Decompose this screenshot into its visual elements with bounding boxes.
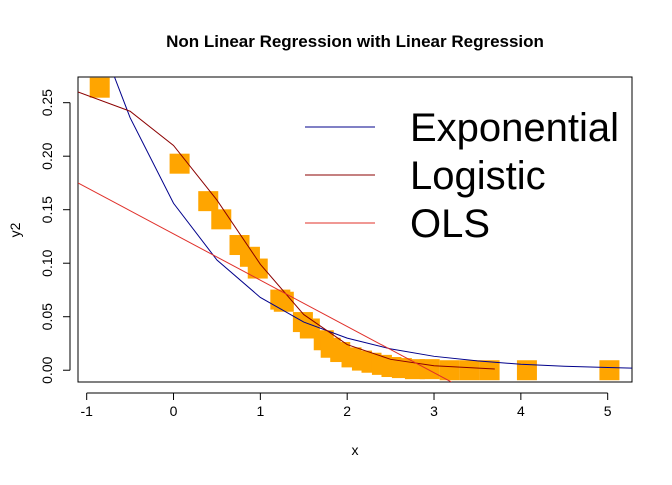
y-tick-label: 0.00 (39, 356, 55, 383)
x-tick-label: 2 (343, 403, 351, 419)
y-tick-label: 0.05 (39, 303, 55, 330)
point (439, 360, 460, 381)
x-tick-label: 0 (170, 403, 178, 419)
point (459, 360, 480, 381)
fit-line (114, 77, 632, 369)
x-tick-label: 1 (256, 403, 264, 419)
y-axis-label: y2 (7, 222, 23, 237)
y-tick-label: 0.25 (39, 89, 55, 116)
x-tick-label: -1 (80, 403, 93, 419)
point (599, 360, 620, 381)
plot-area (78, 77, 632, 382)
x-tick-label: 5 (604, 403, 612, 419)
point (479, 360, 500, 381)
y-tick-label: 0.10 (39, 249, 55, 276)
fit-line (78, 182, 452, 382)
y-tick-label: 0.20 (39, 142, 55, 169)
x-tick-label: 3 (430, 403, 438, 419)
point (247, 258, 268, 279)
legend-label: Logistic (410, 154, 546, 198)
point (89, 77, 110, 98)
fit-line (78, 91, 495, 370)
point (516, 360, 537, 381)
y-tick-label: 0.15 (39, 196, 55, 223)
point (419, 359, 440, 380)
point (169, 153, 190, 174)
x-axis-label: x (352, 442, 359, 458)
x-tick-label: 4 (517, 403, 525, 419)
point (273, 291, 294, 312)
chart-title: Non Linear Regression with Linear Regres… (166, 32, 544, 51)
plot-box (77, 76, 633, 383)
legend-label: Exponential (410, 106, 619, 150)
point (198, 191, 219, 212)
point (211, 209, 232, 230)
legend-label: OLS (410, 202, 490, 246)
